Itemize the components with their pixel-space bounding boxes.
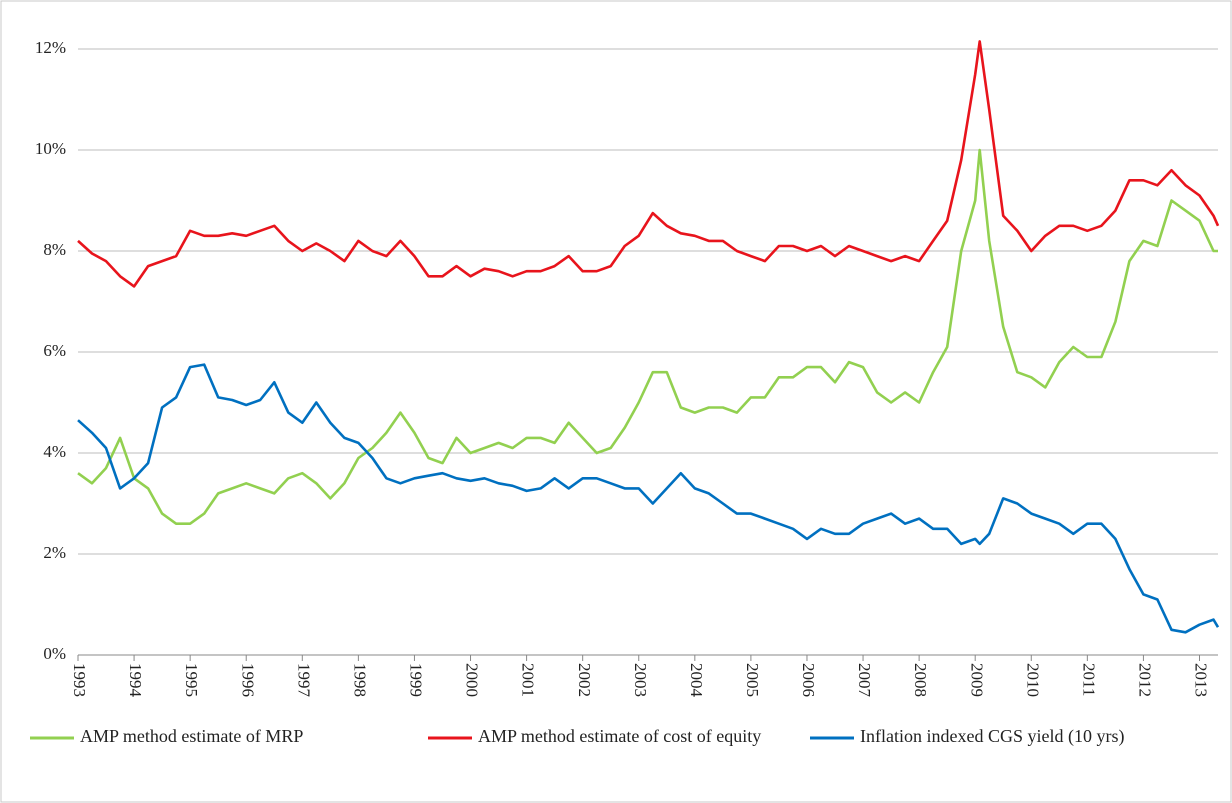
y-tick-label: 2% [43, 543, 66, 562]
legend-label: Inflation indexed CGS yield (10 yrs) [860, 726, 1124, 747]
x-tick-label: 2007 [855, 663, 874, 698]
series-line [77, 40, 1220, 288]
x-tick-label: 1994 [126, 663, 145, 698]
x-tick-label: 1999 [407, 663, 426, 697]
x-tick-label: 2009 [967, 663, 986, 697]
x-tick-label: 2010 [1023, 663, 1042, 697]
y-tick-label: 8% [43, 240, 66, 259]
x-tick-label: 2011 [1079, 663, 1098, 696]
x-tick-label: 2013 [1192, 663, 1211, 697]
y-tick-label: 0% [43, 644, 66, 663]
y-tick-label: 4% [43, 442, 66, 461]
x-tick-label: 2006 [799, 663, 818, 697]
x-tick-label: 2008 [911, 663, 930, 697]
x-tick-label: 1997 [294, 663, 313, 698]
x-tick-label: 2002 [575, 663, 594, 697]
series-line [77, 363, 1220, 634]
x-tick-label: 2000 [463, 663, 482, 697]
x-tick-label: 2003 [631, 663, 650, 697]
x-tick-label: 1993 [70, 663, 89, 697]
x-tick-label: 1998 [350, 663, 369, 697]
x-tick-label: 1995 [182, 663, 201, 697]
y-tick-label: 10% [35, 139, 66, 158]
x-tick-label: 2004 [687, 663, 706, 698]
x-tick-label: 1996 [238, 663, 257, 697]
y-tick-label: 6% [43, 341, 66, 360]
y-tick-label: 12% [35, 38, 66, 57]
legend-label: AMP method estimate of MRP [80, 726, 303, 746]
x-tick-label: 2012 [1136, 663, 1155, 697]
series-line [77, 148, 1218, 525]
x-tick-label: 2005 [743, 663, 762, 697]
x-tick-label: 2001 [519, 663, 538, 697]
legend-label: AMP method estimate of cost of equity [478, 726, 761, 746]
